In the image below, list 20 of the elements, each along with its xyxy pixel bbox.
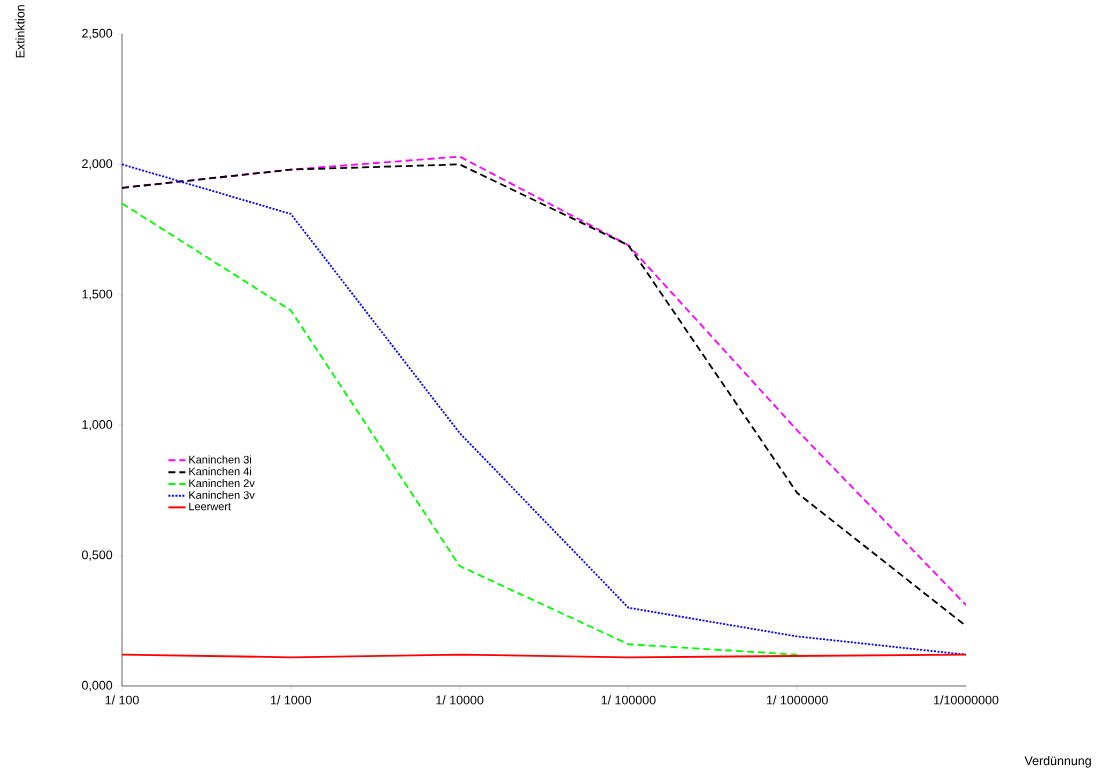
x-tick-label: 1/ 100000 bbox=[601, 695, 656, 705]
x-tick-label: 1/ 1000000 bbox=[767, 695, 828, 705]
x-tick-label: 1/ 100 bbox=[105, 695, 139, 705]
x-tick-label: 1/ 10000 bbox=[436, 695, 484, 705]
legend-label: Leerwert bbox=[189, 502, 231, 511]
y-tick-label: 2,500 bbox=[82, 28, 113, 40]
y-tick-label: 1,500 bbox=[82, 289, 113, 300]
y-tick-label: 0,500 bbox=[82, 550, 113, 561]
x-axis-title: Verdünnung bbox=[1024, 756, 1091, 768]
y-axis-title: Extinktion bbox=[15, 5, 25, 58]
x-tick-label: 1/10000000 bbox=[934, 695, 999, 705]
x-tick-label: 1/ 1000 bbox=[270, 695, 312, 705]
legend-label: Kaninchen 3i bbox=[189, 455, 251, 464]
legend-label: Kaninchen 2v bbox=[189, 479, 255, 488]
y-tick-label: 0,000 bbox=[82, 680, 113, 692]
legend-label: Kaninchen 4i bbox=[189, 467, 251, 476]
line-series bbox=[122, 202, 799, 656]
legend-label: Kaninchen 3v bbox=[189, 490, 255, 499]
y-tick-label: 2,000 bbox=[82, 159, 113, 170]
y-tick-label: 1,000 bbox=[82, 420, 113, 431]
